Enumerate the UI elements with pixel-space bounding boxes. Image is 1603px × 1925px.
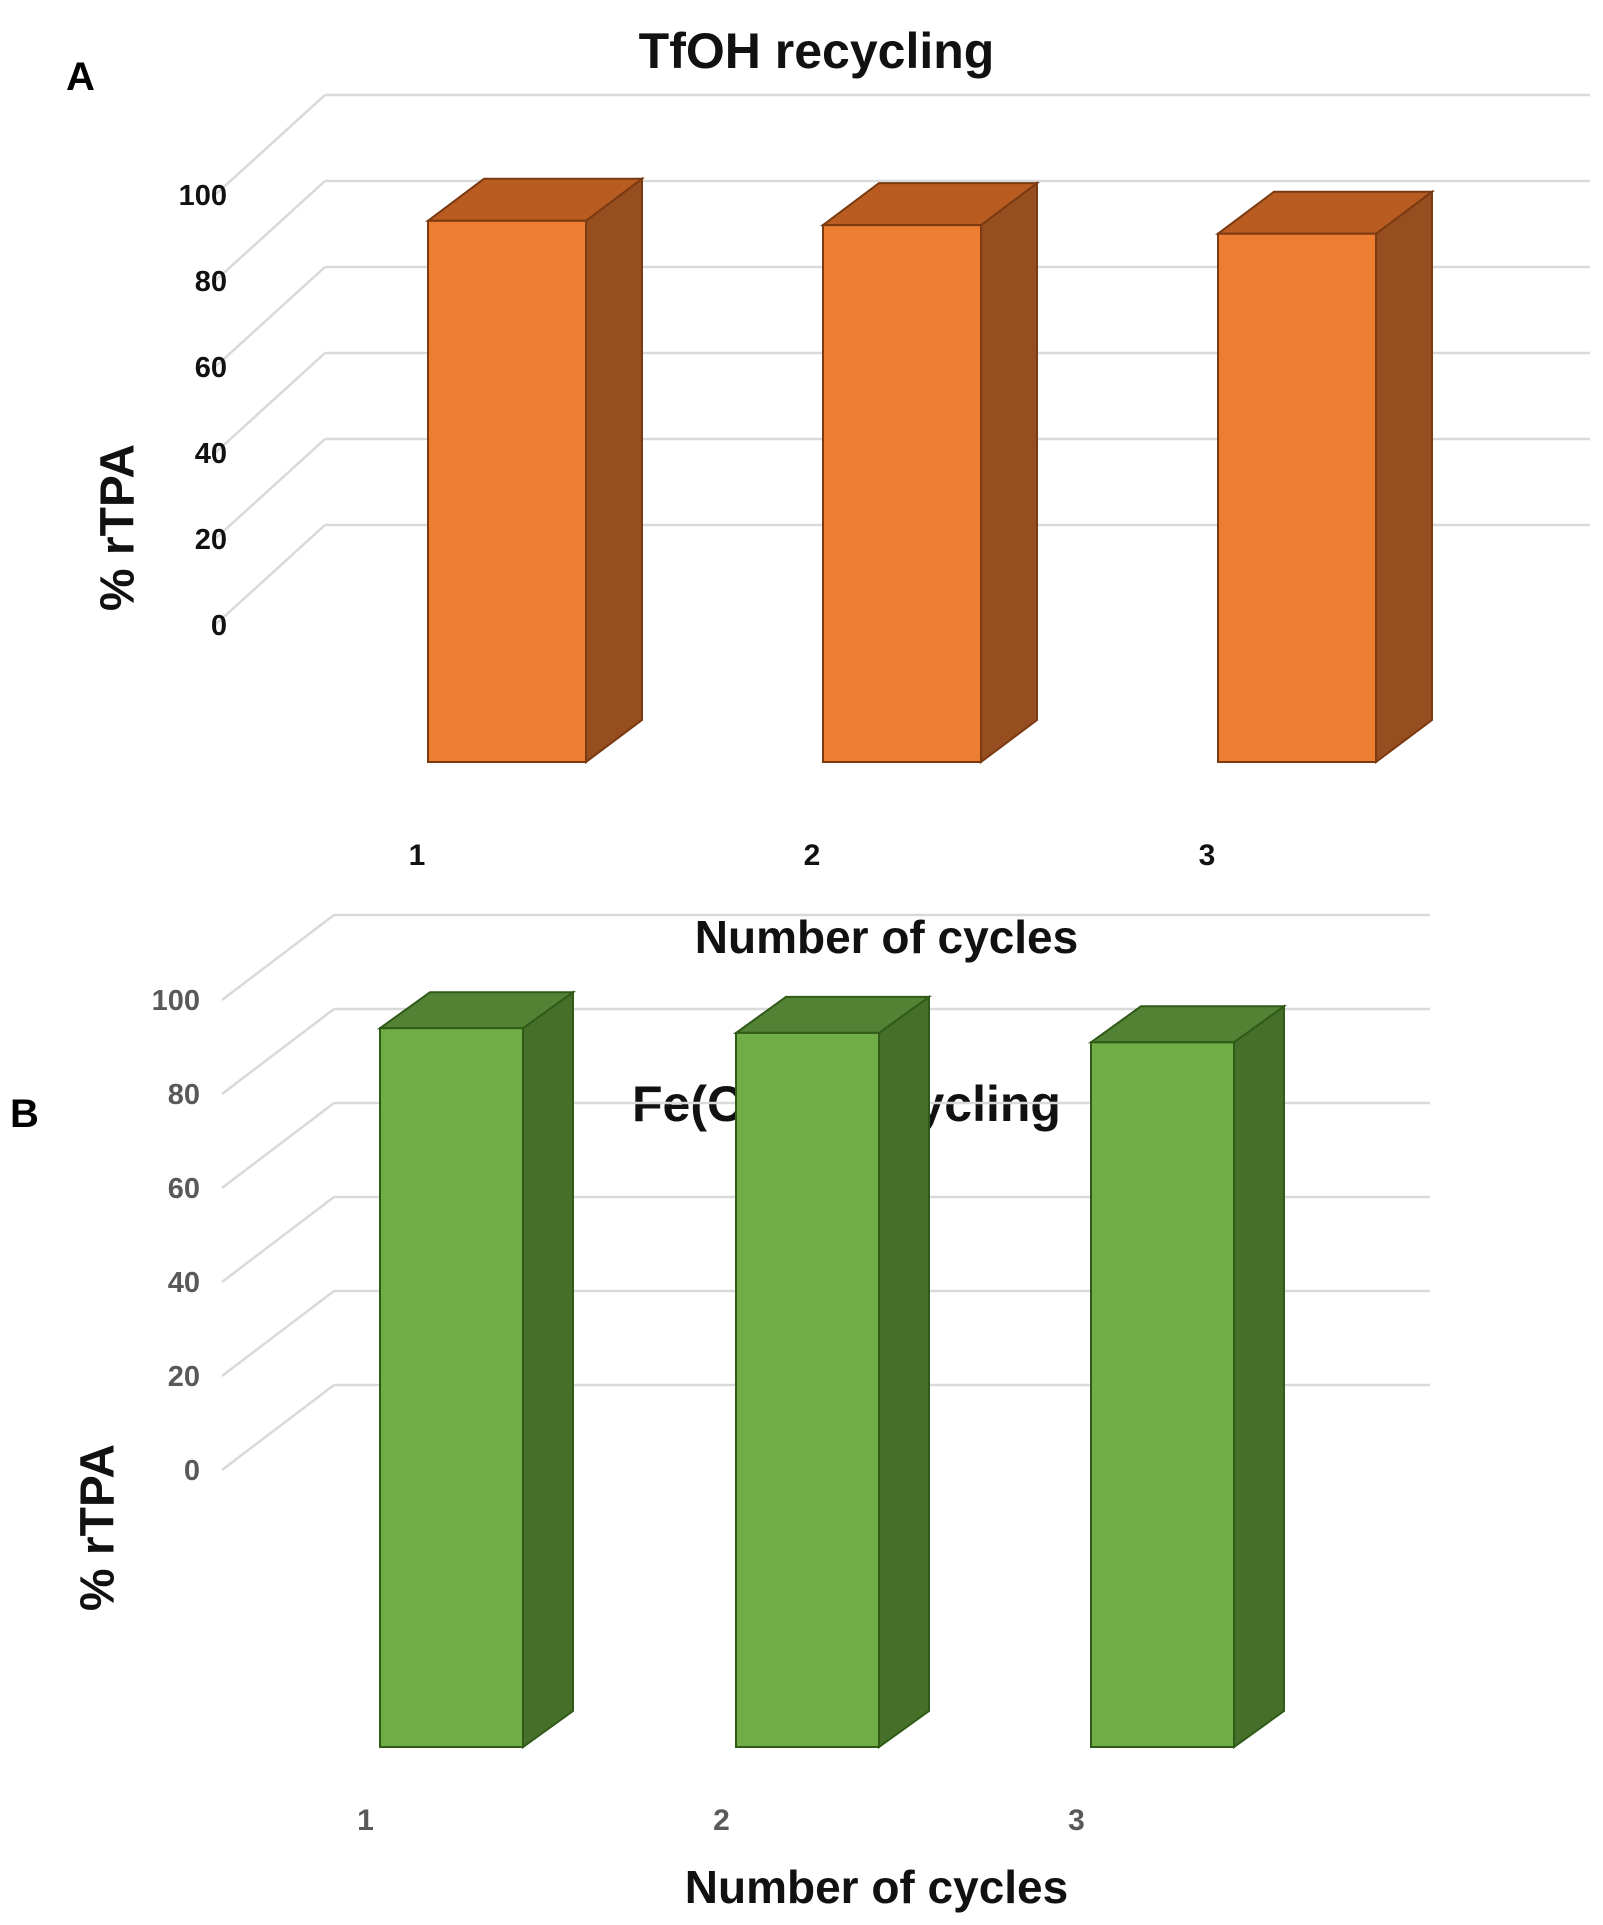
y-tick-label-undefined: 0 <box>211 610 227 642</box>
gridline-diagonal-undefined <box>214 352 326 454</box>
y-tick-label-undefined: 20 <box>195 524 227 556</box>
gridline-diagonal-undefined <box>221 914 335 1001</box>
y-tick-label-undefined: 60 <box>168 1173 200 1205</box>
y-tick-label-undefined: 60 <box>195 352 227 384</box>
bar-side-undefined <box>878 994 930 1749</box>
bar-undefined <box>1090 1041 1235 1749</box>
panel-label-b: B <box>10 1092 39 1136</box>
x-axis-label-a: Number of cycles <box>694 911 1079 963</box>
gridline-diagonal-undefined <box>214 94 326 196</box>
gridline-diagonal-undefined <box>221 1196 335 1283</box>
y-tick-label-undefined: 20 <box>168 1361 200 1393</box>
plot-area-a: 0 20 40 60 80 100 1 2 3 <box>179 93 1590 872</box>
gridline-diagonal-undefined <box>221 1102 335 1189</box>
gridline-diagonal-undefined <box>221 1290 335 1377</box>
bar-undefined <box>1217 232 1377 763</box>
x-tick-label-undefined: 1 <box>357 1804 374 1837</box>
y-axis-label-b: % rTPA <box>71 1443 125 1612</box>
bar-undefined <box>735 1031 880 1748</box>
y-tick-label-undefined: 40 <box>195 438 227 470</box>
y-axis-label-a: % rTPA <box>91 443 145 612</box>
x-tick-label-undefined: 3 <box>1199 839 1216 872</box>
y-tick-label-undefined: 80 <box>195 266 227 298</box>
bar-undefined <box>379 1027 524 1748</box>
y-tick-label-undefined: 0 <box>184 1455 200 1487</box>
gridline-diagonal-undefined <box>214 524 326 626</box>
x-axis-label-b: Number of cycles <box>684 1861 1069 1913</box>
x-tick-label-undefined: 2 <box>713 1804 730 1837</box>
y-tick-label-undefined: 100 <box>152 985 200 1017</box>
x-tick-label-undefined: 3 <box>1068 1804 1085 1837</box>
panel-label-a: A <box>66 55 95 99</box>
plot-area-b: 0 20 40 60 80 100 1 2 3 <box>152 913 1430 1837</box>
chart-panel-a: A TfOH recycling 0 20 40 60 80 100 1 2 3 % rTPA … <box>66 23 1590 963</box>
y-tick-label-undefined: 100 <box>179 180 227 212</box>
gridline-diagonal-undefined <box>214 438 326 540</box>
gridline-diagonal-undefined <box>221 1384 335 1471</box>
bar-side-undefined <box>1375 189 1433 764</box>
bar-side-undefined <box>585 176 643 764</box>
y-tick-label-undefined: 80 <box>168 1079 200 1111</box>
y-tick-label-undefined: 40 <box>168 1267 200 1299</box>
x-tick-label-undefined: 1 <box>409 839 426 872</box>
gridline-diagonal-undefined <box>221 1008 335 1095</box>
gridline-diagonal-undefined <box>214 180 326 282</box>
bar-undefined <box>822 224 982 764</box>
bar-undefined <box>427 219 587 764</box>
bar-side-undefined <box>980 181 1038 764</box>
x-tick-label-undefined: 2 <box>804 839 821 872</box>
gridline-diagonal-undefined <box>214 266 326 368</box>
bar-side-undefined <box>1233 1004 1285 1749</box>
bar-side-undefined <box>522 990 574 1749</box>
chart-title-a: TfOH recycling <box>638 23 995 79</box>
